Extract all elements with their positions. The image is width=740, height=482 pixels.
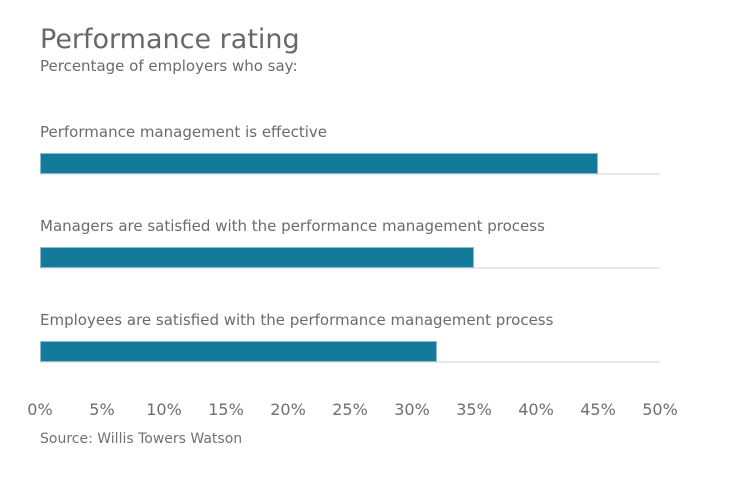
x-axis-tick: 15%	[208, 400, 244, 419]
x-axis-tick: 35%	[456, 400, 492, 419]
bar-fill	[40, 247, 474, 268]
x-axis-tick: 40%	[518, 400, 554, 419]
chart-title: Performance rating	[40, 24, 300, 55]
source-attribution: Source: Willis Towers Watson	[40, 431, 243, 447]
bar-fill	[40, 341, 437, 362]
x-axis-tick: 50%	[642, 400, 678, 419]
bar-label: Performance management is effective	[40, 123, 328, 141]
x-axis-tick: 30%	[394, 400, 430, 419]
x-axis: 0% 5% 10% 15% 20% 25% 30% 35% 40% 45% 50%	[27, 400, 700, 419]
bar-track	[40, 341, 660, 363]
bar-label: Managers are satisfied with the performa…	[40, 217, 545, 235]
bar-track	[40, 153, 660, 175]
bar-row-employees-satisfied: Employees are satisfied with the perform…	[40, 311, 700, 363]
x-axis-tick: 10%	[146, 400, 182, 419]
x-axis-tick: 20%	[270, 400, 306, 419]
chart-subtitle: Percentage of employers who say:	[40, 57, 298, 75]
bar-track	[40, 247, 660, 269]
bar-row-effective: Performance management is effective	[40, 123, 700, 175]
bar-label: Employees are satisfied with the perform…	[40, 311, 554, 329]
x-axis-tick: 45%	[580, 400, 616, 419]
bar-fill	[40, 153, 598, 174]
x-axis-tick: 5%	[89, 400, 115, 419]
x-axis-tick: 0%	[27, 400, 53, 419]
bar-row-managers-satisfied: Managers are satisfied with the performa…	[40, 217, 700, 269]
x-axis-tick: 25%	[332, 400, 368, 419]
